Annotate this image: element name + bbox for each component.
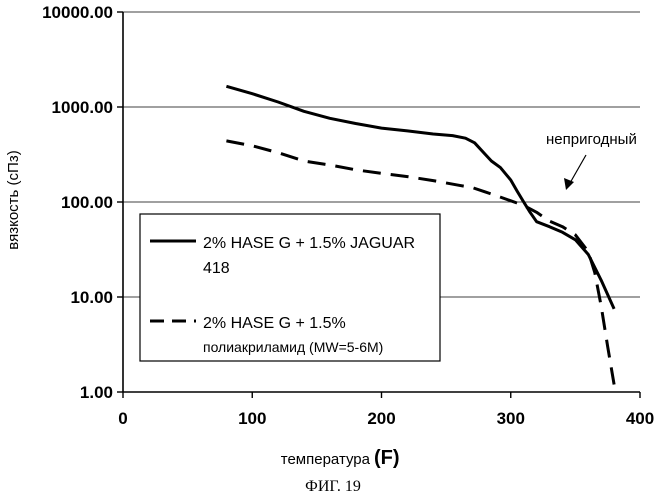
x-tick-label-0: 0 <box>118 409 127 428</box>
legend: 2% HASE G + 1.5% JAGUAR 418 2% HASE G + … <box>139 213 441 362</box>
annotation: непригодный <box>546 131 637 190</box>
legend-label-series-2-line-2: полиакриламид (MW=5-6M) <box>203 339 383 355</box>
legend-label-series-2-line-1: 2% HASE G + 1.5% <box>203 315 346 332</box>
x-axis-unit: (F) <box>374 447 400 469</box>
legend-label-series-1-line-1: 2% HASE G + 1.5% JAGUAR <box>203 235 415 252</box>
y-tick-label-3: 1000.00 <box>52 98 113 117</box>
annotation-label: непригодный <box>546 131 637 148</box>
figure-caption: ФИГ. 19 <box>305 478 361 495</box>
y-axis-title: вязкость (сПз) <box>5 150 22 249</box>
x-tick-labels: 0 100 200 300 400 <box>118 409 654 428</box>
series-lines <box>225 84 616 385</box>
legend-label-series-1-line-2: 418 <box>203 260 230 277</box>
y-tick-label-1: 10.00 <box>70 288 113 307</box>
series-line-1 <box>225 84 616 310</box>
legend-box <box>139 213 441 362</box>
x-tick-label-3: 300 <box>497 409 525 428</box>
x-tick-label-2: 200 <box>367 409 395 428</box>
annotation-arrow-line <box>569 154 587 184</box>
x-tick-label-1: 100 <box>238 409 266 428</box>
axes <box>117 11 641 398</box>
y-tick-label-0: 1.00 <box>80 383 113 402</box>
x-axis-title: температура <box>281 451 371 468</box>
x-tick-label-4: 400 <box>626 409 654 428</box>
y-tick-label-4: 10000.00 <box>42 3 113 22</box>
annotation-arrowhead <box>564 178 574 190</box>
y-tick-label-2: 100.00 <box>61 193 113 212</box>
y-tick-labels: 1.00 10.00 100.00 1000.00 10000.00 <box>42 3 113 402</box>
